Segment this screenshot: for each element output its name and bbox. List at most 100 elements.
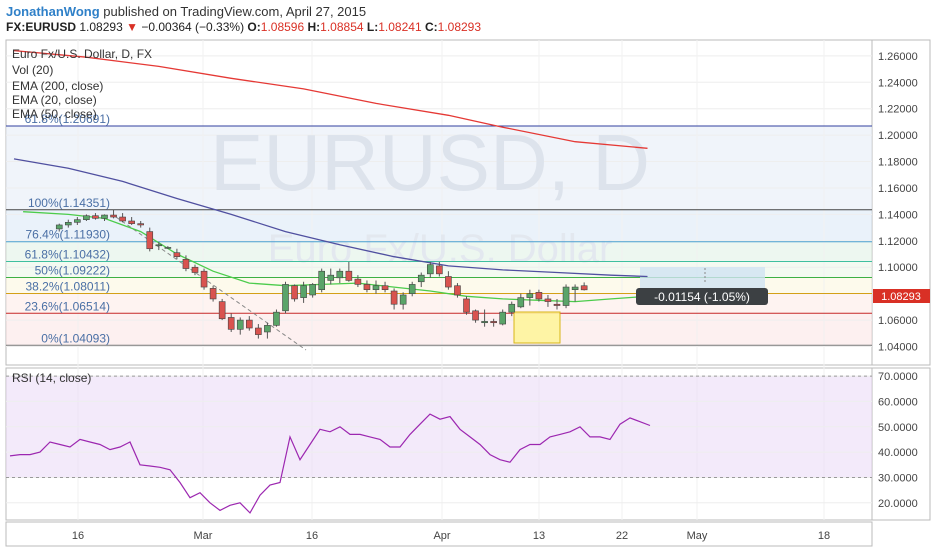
candle-body bbox=[517, 297, 525, 308]
candle[interactable] bbox=[309, 283, 316, 298]
price-tick: 1.06000 bbox=[878, 315, 918, 327]
time-tick: May bbox=[687, 530, 708, 542]
candle[interactable] bbox=[499, 309, 507, 326]
ema50-line[interactable] bbox=[13, 158, 648, 278]
candle-body bbox=[236, 319, 244, 330]
candle[interactable] bbox=[92, 213, 99, 220]
candle[interactable] bbox=[481, 309, 488, 327]
candle[interactable] bbox=[65, 219, 72, 228]
candle[interactable] bbox=[562, 284, 570, 309]
candle[interactable] bbox=[200, 268, 208, 290]
last-price-tag-label: 1.08293 bbox=[881, 291, 921, 303]
candle[interactable] bbox=[372, 280, 380, 294]
candle[interactable] bbox=[426, 261, 434, 278]
candle-body bbox=[119, 216, 126, 222]
candle[interactable] bbox=[101, 214, 108, 221]
candle[interactable] bbox=[454, 283, 461, 298]
candle[interactable] bbox=[282, 281, 289, 314]
candle[interactable] bbox=[463, 296, 470, 315]
candle[interactable] bbox=[318, 268, 326, 293]
price-axis[interactable] bbox=[871, 39, 931, 366]
candle[interactable] bbox=[128, 217, 135, 225]
candle[interactable] bbox=[472, 309, 479, 323]
candle[interactable] bbox=[74, 217, 81, 225]
candle[interactable] bbox=[399, 292, 407, 310]
candle[interactable] bbox=[273, 309, 280, 327]
candle[interactable] bbox=[137, 220, 144, 228]
legend-vol[interactable]: Vol (20) bbox=[12, 63, 53, 77]
candle[interactable] bbox=[110, 209, 117, 219]
ema200-line[interactable] bbox=[13, 49, 648, 149]
candle-body bbox=[562, 286, 570, 306]
candle[interactable] bbox=[227, 313, 235, 332]
candle[interactable] bbox=[517, 293, 525, 309]
candle[interactable] bbox=[300, 281, 307, 303]
candle[interactable] bbox=[83, 214, 90, 221]
time-tick: Mar bbox=[194, 530, 213, 542]
candle[interactable] bbox=[354, 275, 362, 288]
candle[interactable] bbox=[173, 248, 181, 260]
candle[interactable] bbox=[291, 284, 298, 302]
chart-header: JonathanWong published on TradingView.co… bbox=[0, 0, 932, 44]
legend-ema50[interactable]: EMA (50, close) bbox=[12, 107, 97, 121]
candle-body bbox=[481, 321, 488, 324]
candle[interactable] bbox=[580, 282, 588, 291]
price-tick: 1.14000 bbox=[878, 209, 918, 221]
candle[interactable] bbox=[363, 280, 371, 293]
candle[interactable] bbox=[345, 261, 353, 282]
fib-level-label: 38.2%(1.08011) bbox=[25, 280, 110, 294]
candle[interactable] bbox=[55, 223, 63, 232]
fib-level-label: 76.4%(1.11930) bbox=[25, 228, 110, 242]
candle[interactable] bbox=[535, 289, 543, 302]
rsi-line[interactable] bbox=[9, 413, 651, 514]
candle[interactable] bbox=[218, 298, 226, 321]
open-label: O: bbox=[247, 20, 261, 34]
author-link[interactable]: JonathanWong bbox=[6, 4, 100, 19]
candle[interactable] bbox=[508, 301, 516, 317]
candle[interactable] bbox=[490, 318, 497, 327]
price-tick: 1.04000 bbox=[878, 342, 918, 354]
candle[interactable] bbox=[336, 268, 344, 284]
candle[interactable] bbox=[408, 281, 416, 297]
candle[interactable] bbox=[526, 289, 534, 306]
candle[interactable] bbox=[255, 324, 262, 339]
candle[interactable] bbox=[544, 294, 552, 307]
candle[interactable] bbox=[182, 255, 190, 272]
candle-body bbox=[55, 224, 63, 230]
fib-zone bbox=[6, 313, 872, 346]
time-axis[interactable] bbox=[5, 521, 873, 547]
candle[interactable] bbox=[164, 246, 172, 249]
candle[interactable] bbox=[146, 227, 154, 252]
rsi-tick: 20.0000 bbox=[878, 498, 918, 510]
candle[interactable] bbox=[209, 285, 217, 302]
change-value: −0.00364 (−0.33%) bbox=[141, 20, 245, 34]
price-tick: 1.20000 bbox=[878, 130, 918, 142]
candle[interactable] bbox=[191, 264, 199, 276]
candle[interactable] bbox=[390, 288, 398, 310]
candlesticks[interactable] bbox=[55, 209, 588, 339]
candle[interactable] bbox=[246, 316, 253, 331]
time-tick: 22 bbox=[616, 530, 628, 542]
legend-ema20[interactable]: EMA (20, close) bbox=[12, 93, 97, 107]
candle[interactable] bbox=[445, 271, 452, 290]
candle-body bbox=[544, 298, 552, 302]
candle[interactable] bbox=[119, 213, 126, 223]
quote-line: FX:EURUSD 1.08293 ▼ −0.00364 (−0.33%) O:… bbox=[6, 20, 481, 34]
candle[interactable] bbox=[571, 284, 579, 302]
rsi-axis-ticks: 20.0000 30.0000 40.0000 50.0000 60.0000 70.00… bbox=[878, 371, 918, 510]
legend-ema200[interactable]: EMA (200, close) bbox=[12, 79, 103, 93]
candle[interactable] bbox=[436, 261, 443, 277]
candle[interactable] bbox=[381, 281, 389, 293]
low-value: 1.08241 bbox=[378, 20, 422, 34]
candle[interactable] bbox=[236, 317, 244, 335]
fibonacci-retracement[interactable]: 100%(1.14351) 76.4%(1.11930) 61.8%(1.10432… bbox=[6, 112, 872, 346]
candle[interactable] bbox=[155, 242, 163, 251]
highlight-box[interactable] bbox=[513, 311, 561, 344]
candle[interactable] bbox=[327, 268, 335, 285]
candle[interactable] bbox=[553, 298, 561, 310]
rsi-axis[interactable] bbox=[871, 367, 931, 521]
candle[interactable] bbox=[264, 322, 271, 339]
rsi-tick: 40.0000 bbox=[878, 447, 918, 459]
candle[interactable] bbox=[417, 272, 425, 288]
